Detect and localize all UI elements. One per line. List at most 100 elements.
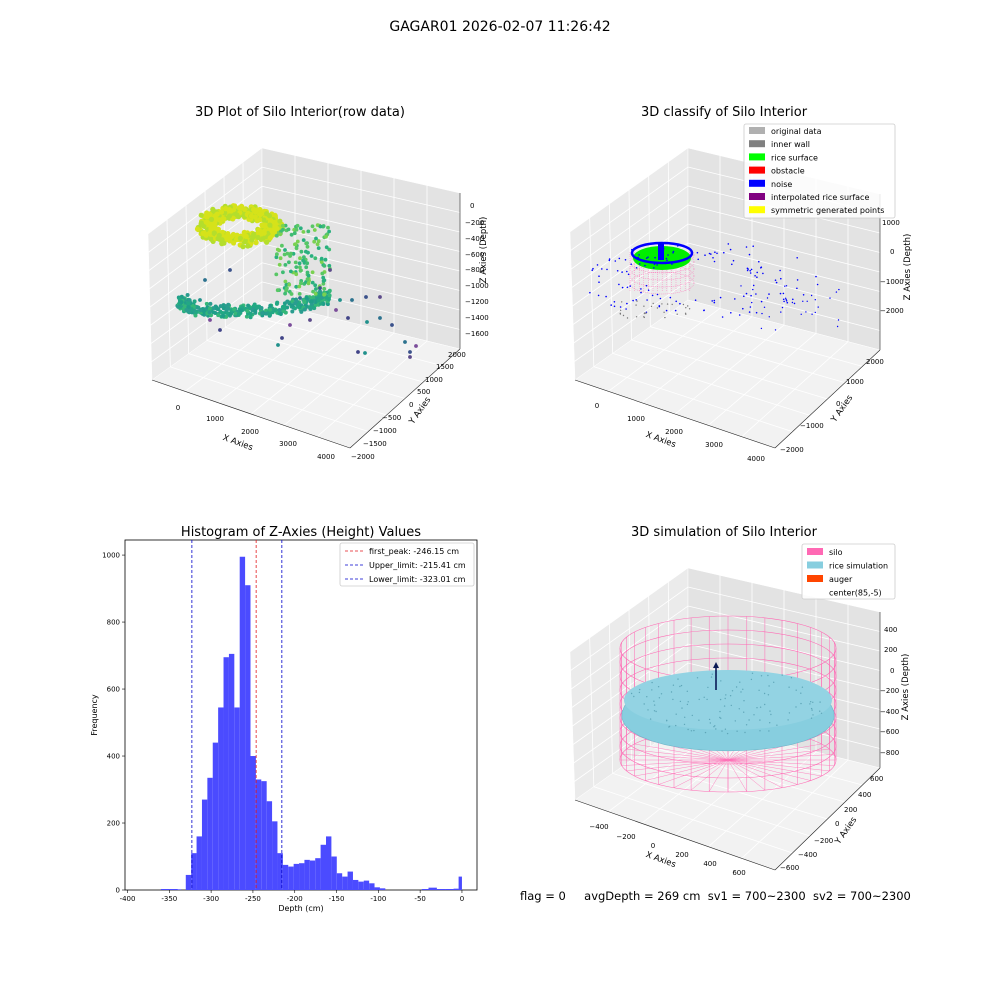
histogram-bar [374,887,380,890]
data-point [207,306,212,311]
data-point [283,223,288,228]
rice-mesh-point [788,686,790,688]
data-point [302,300,307,305]
data-point [311,289,315,294]
silo-ring [629,243,695,267]
legend-swatch [749,166,765,174]
noise-point [640,288,642,290]
grid-line [217,163,329,403]
data-point [198,308,203,313]
silo-spoke [727,759,830,772]
noise-point [781,306,784,309]
noise-point [626,286,629,289]
histogram-bar [176,889,182,890]
rice-mesh-point [743,700,745,702]
noise-point [624,259,627,261]
data-point [319,256,324,261]
noise-point [751,301,753,304]
tick-label: −1000 [373,427,397,435]
wall-point [663,311,665,313]
y-axis-label: Frequency [90,694,99,736]
histogram-bar [288,866,294,890]
silo-ring [629,271,695,295]
data-point [248,312,253,317]
wall-point [664,316,666,319]
data-point [304,241,309,246]
legend-label: silo [829,548,843,557]
data-point [269,228,275,234]
data-point [275,288,280,293]
silo-spoke [727,759,835,766]
noise-point [760,327,763,330]
x-tick-label: 0 [460,895,464,903]
x-axis-label: Depth (cm) [278,904,323,913]
rice-mesh-point [679,685,681,688]
noise-point [669,296,672,299]
noise-point [774,329,777,331]
noise-point [665,309,668,312]
data-point [378,316,382,320]
rice-mesh-point [751,672,754,674]
noise-point [780,311,782,313]
data-point [291,251,296,256]
x-tick-label: -100 [370,895,386,903]
rice-mesh-point [819,701,821,703]
rice-mesh-point [770,713,772,716]
noise-point [626,270,628,273]
data-point [408,355,412,359]
legend-label: symmetric generated points [771,206,884,215]
tick-label: −1000 [880,278,904,286]
wall-point [688,308,691,310]
rice-mesh-point [720,680,722,682]
noise-point [755,311,758,314]
legend-swatch [749,140,765,148]
rice-mesh-point [769,710,771,712]
noise-point [791,301,794,304]
data-point [283,279,288,284]
rice-mesh-point [768,730,770,732]
rice-mesh-point [768,685,770,687]
legend-label: rice simulation [829,562,888,571]
noise-point [835,291,838,293]
tick-label: −400 [465,235,484,243]
noise-point [723,251,725,254]
data-point [312,239,317,244]
noise-point [734,298,736,300]
noise-point [674,309,677,312]
noise-point [618,283,620,286]
data-point [403,340,407,344]
rice-mesh-point [655,710,657,713]
noise-point [752,284,755,287]
data-point [264,239,270,245]
noise-point [746,267,749,270]
noise-point [703,309,705,312]
wall-point [643,312,646,314]
rice-mesh-point [657,686,660,688]
data-point [184,308,189,312]
rice-mesh-point [820,712,823,714]
data-point [278,256,283,261]
noise-point [608,259,611,262]
noise-point [793,302,796,305]
silo-spoke [709,759,729,792]
noise-point [651,294,654,297]
rice-mesh-point [651,689,653,691]
wall-point [687,305,689,307]
legend-swatch [749,179,765,187]
silo-spoke [634,759,729,777]
data-point [327,263,332,268]
data-point [285,286,289,291]
tick-label: 0 [470,202,474,210]
noise-point [644,264,646,267]
histogram-bar [212,742,219,890]
data-point [319,260,324,264]
data-point [287,260,291,265]
data-point [240,244,246,250]
data-point [306,229,311,234]
data-point [179,300,184,305]
wall-point [645,312,647,314]
noise-point [760,300,763,303]
data-point [290,309,295,314]
y-ticks: 0 200 400 600 800 1000 [102,552,125,895]
data-point [277,262,282,267]
